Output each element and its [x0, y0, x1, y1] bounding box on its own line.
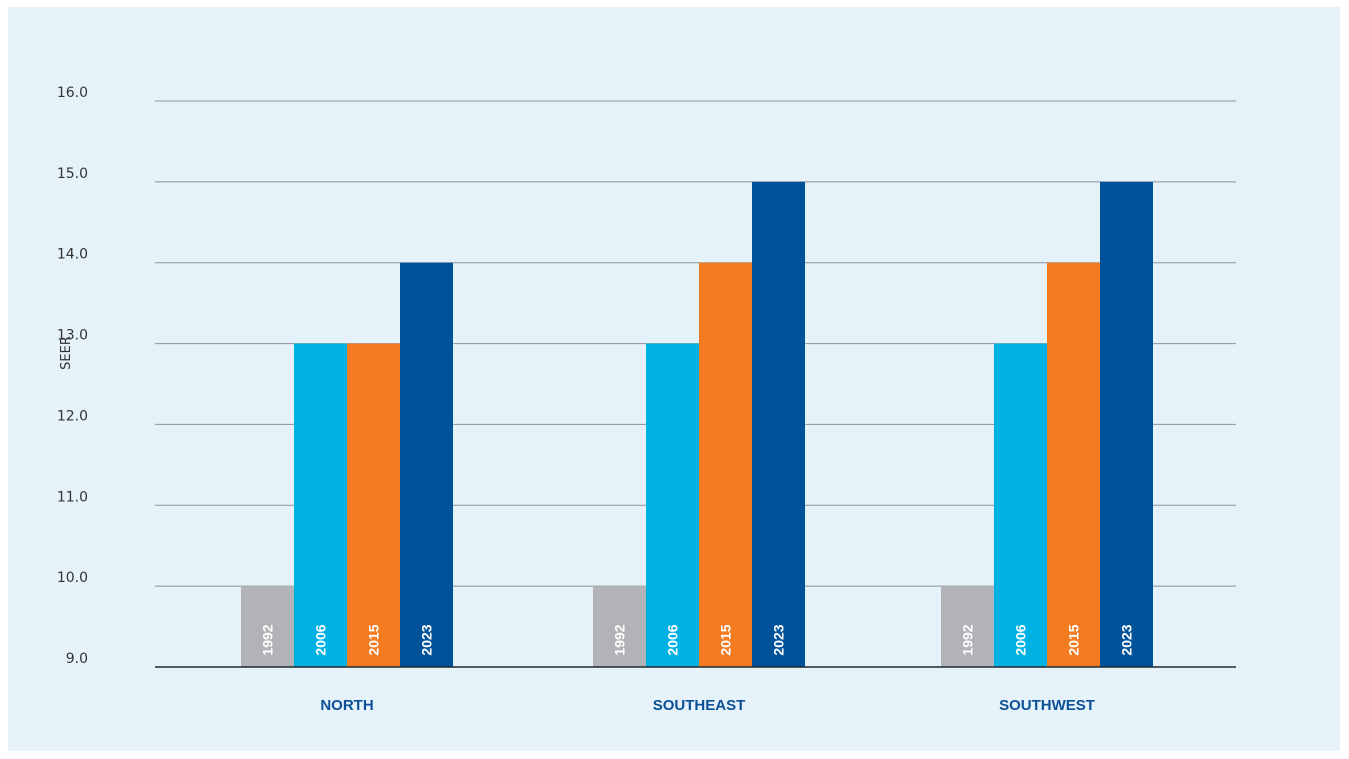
- bar-southwest-2023: [1100, 181, 1153, 667]
- y-tick-label: 13.0: [57, 328, 88, 344]
- bar-southeast-2023: [752, 181, 805, 667]
- bars: 1992 2006 2015 2023 1992 2006 2015 2023 1992 2006…: [241, 181, 1153, 667]
- bar-year-label: 1992: [612, 624, 628, 655]
- bar-southwest-2006: [994, 343, 1047, 667]
- bar-southeast-2015: [699, 262, 752, 667]
- y-axis-ticks: 9.0 10.0 11.0 12.0 13.0 14.0 15.0 16.0: [57, 85, 88, 667]
- category-labels: NORTH SOUTHEAST SOUTHWEST: [320, 697, 1095, 714]
- category-label-southwest: SOUTHWEST: [999, 697, 1095, 714]
- bar-north-2023: [400, 262, 453, 667]
- y-tick-label: 11.0: [57, 489, 88, 505]
- y-tick-label: 12.0: [57, 408, 88, 424]
- bar-chart: 9.0 10.0 11.0 12.0 13.0 14.0 15.0 16.0 SEER 199…: [57, 85, 1236, 714]
- bar-southwest-2015: [1047, 262, 1100, 667]
- bar-north-2015: [347, 343, 400, 667]
- bar-year-label: 2006: [313, 624, 329, 655]
- bar-southeast-1992: [593, 586, 646, 667]
- category-label-north: NORTH: [320, 697, 373, 714]
- y-tick-label: 14.0: [57, 247, 88, 263]
- bar-year-label: 2023: [419, 624, 435, 655]
- bar-north-2006: [294, 343, 347, 667]
- bar-year-label: 1992: [960, 624, 976, 655]
- bar-year-label: 2015: [1066, 624, 1082, 655]
- bar-year-label: 2006: [1013, 624, 1029, 655]
- category-label-southeast: SOUTHEAST: [653, 697, 746, 714]
- y-tick-label: 9.0: [66, 651, 88, 667]
- bar-year-label: 2023: [1119, 624, 1135, 655]
- bar-year-label: 2015: [718, 624, 734, 655]
- y-axis-label: SEER: [59, 336, 74, 370]
- bar-southwest-1992: [941, 586, 994, 667]
- bar-southeast-2006: [646, 343, 699, 667]
- bar-year-label: 2015: [366, 624, 382, 655]
- y-tick-label: 15.0: [57, 166, 88, 182]
- bar-year-label: 2006: [665, 624, 681, 655]
- bar-year-label: 1992: [260, 624, 276, 655]
- bar-north-1992: [241, 586, 294, 667]
- chart-panel: 9.0 10.0 11.0 12.0 13.0 14.0 15.0 16.0 SEER 199…: [8, 7, 1340, 751]
- y-tick-label: 10.0: [57, 570, 88, 586]
- y-tick-label: 16.0: [57, 85, 88, 101]
- bar-year-label: 2023: [771, 624, 787, 655]
